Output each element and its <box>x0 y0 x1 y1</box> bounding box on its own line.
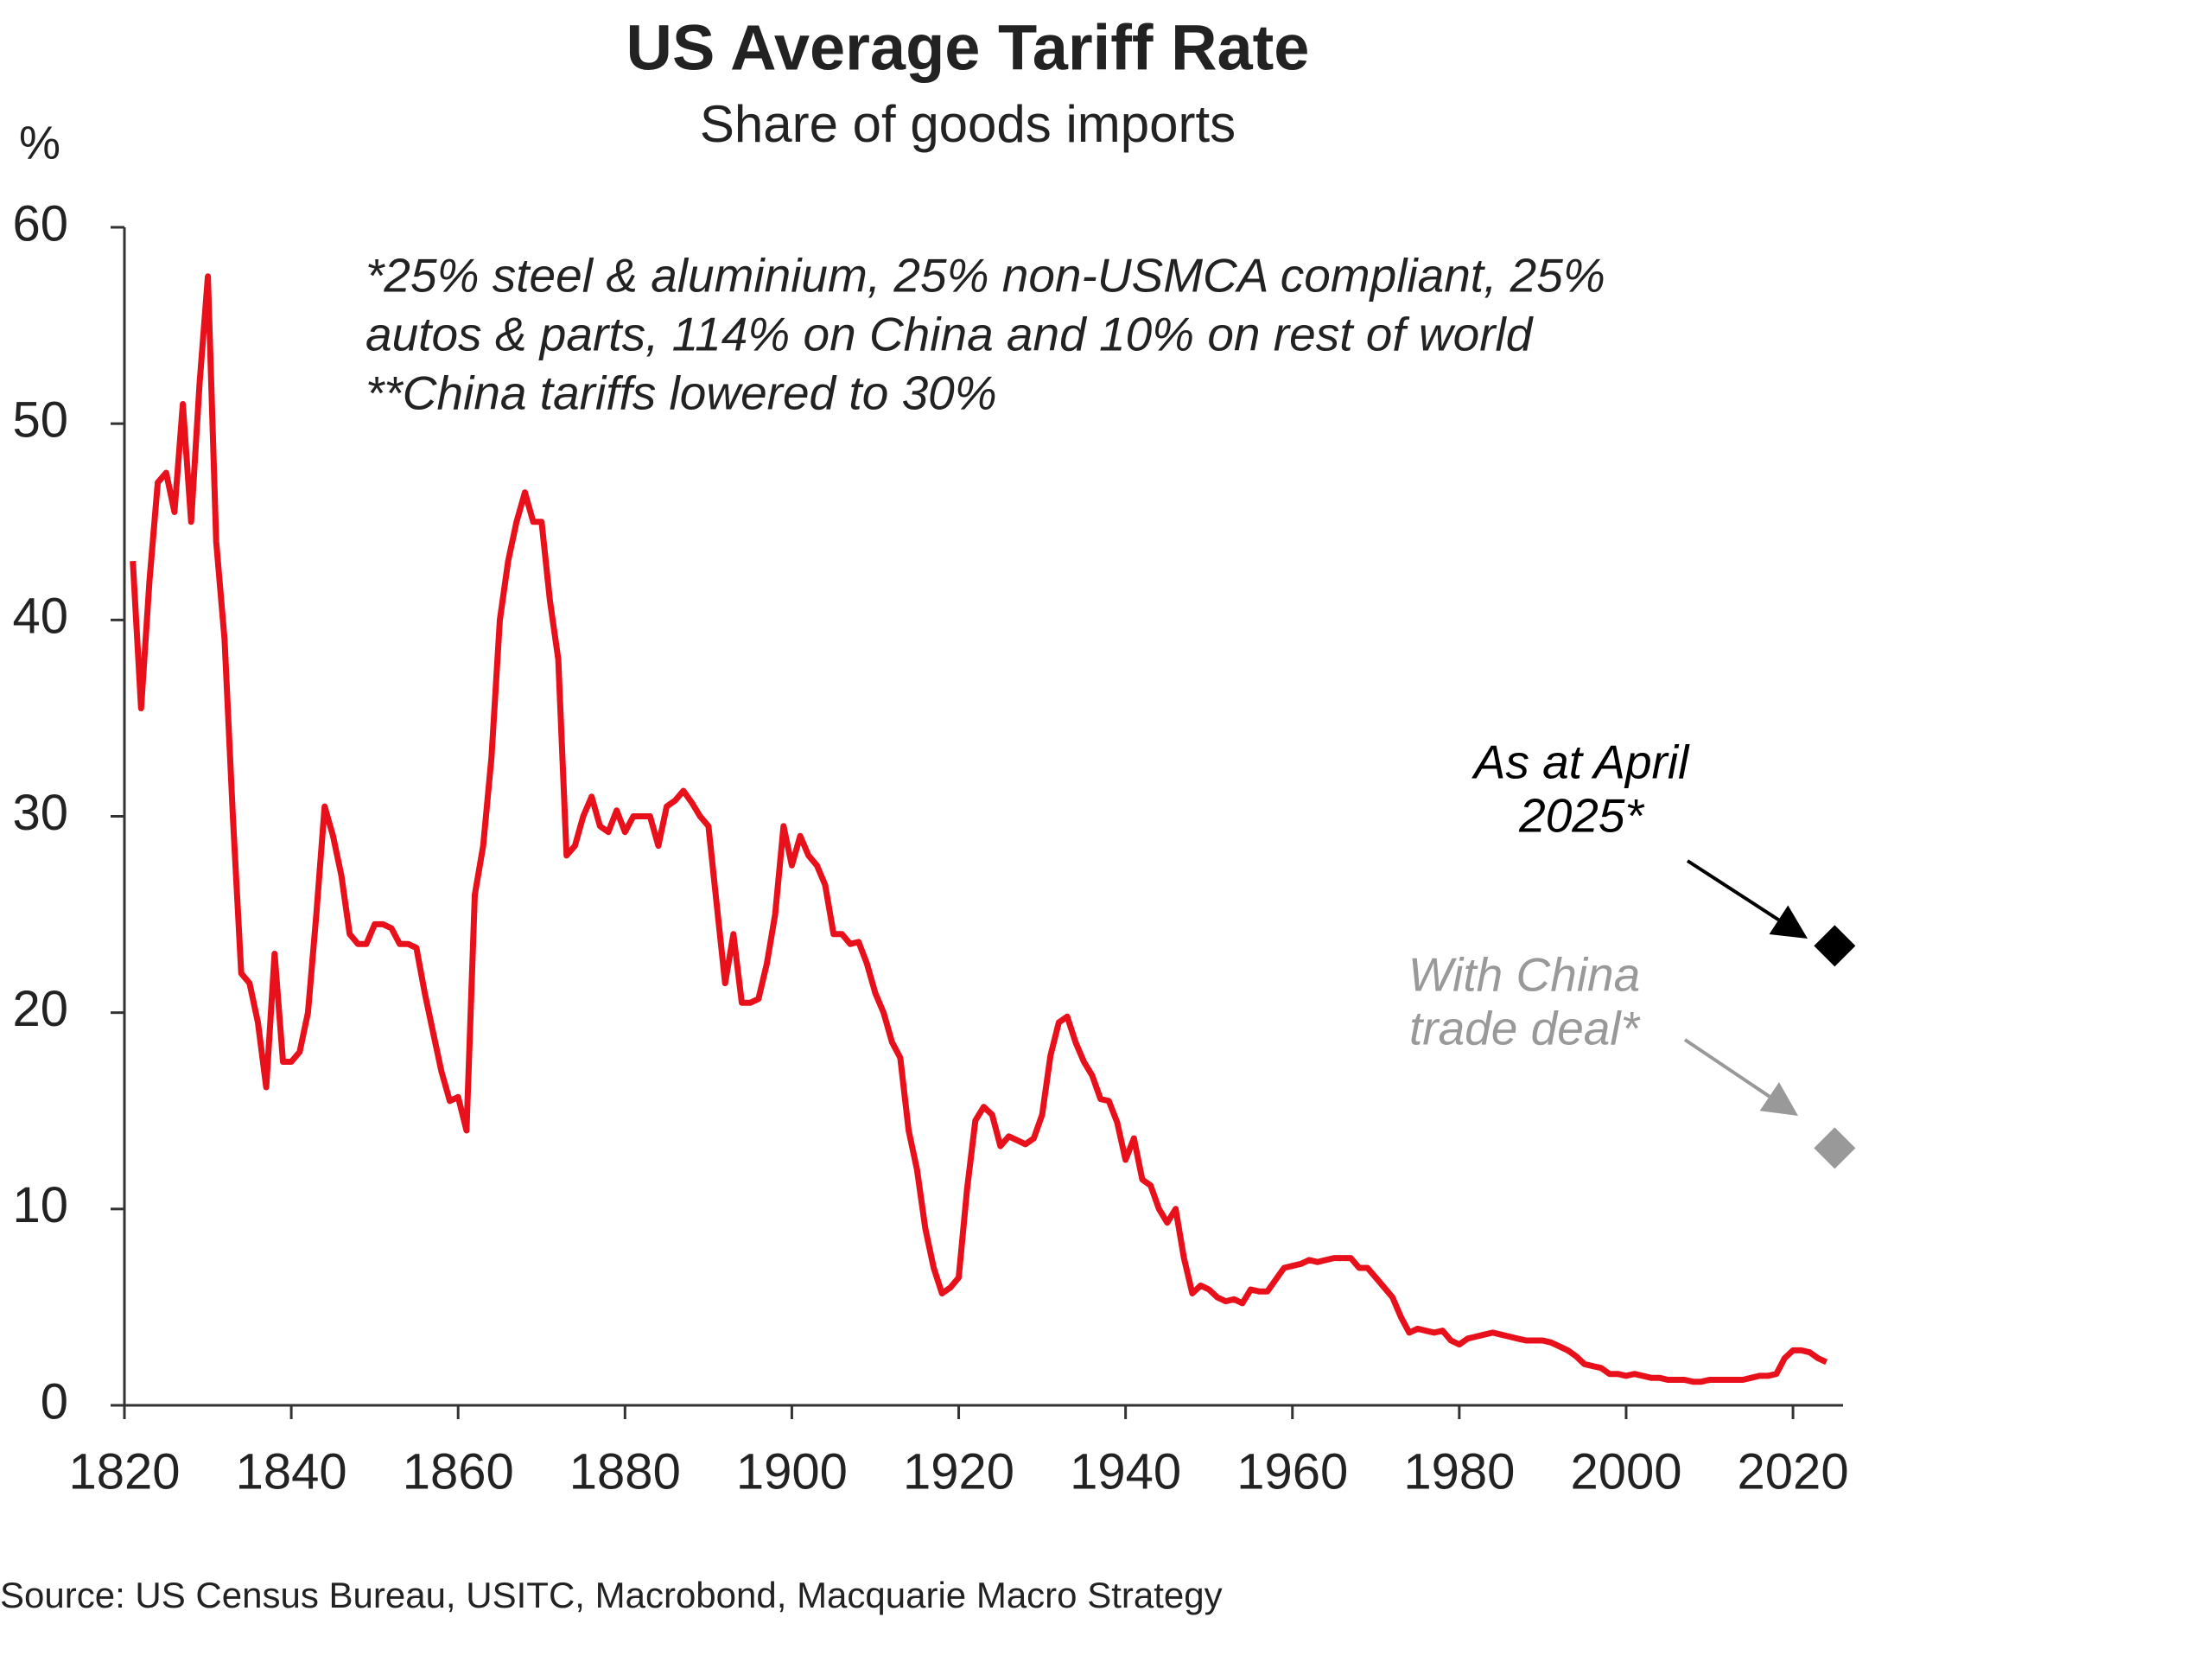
x-tick-label: 2000 <box>1570 1443 1681 1500</box>
marker-label: trade deal* <box>1409 1002 1641 1055</box>
arrow-line <box>1686 859 1780 921</box>
chart-title: US Average Tariff Rate <box>626 12 1310 84</box>
arrow-head <box>1769 905 1808 939</box>
x-tick-label: 1820 <box>68 1443 180 1500</box>
x-tick-label: 1900 <box>736 1443 848 1500</box>
x-tick-label: 1880 <box>569 1443 681 1500</box>
tariff-line <box>130 273 1828 1385</box>
x-tick-label: 1940 <box>1070 1443 1181 1500</box>
y-tick-label: 30 <box>12 785 68 841</box>
y-tick-label: 0 <box>41 1373 68 1430</box>
y-tick-label: 50 <box>12 392 68 448</box>
x-tick-label: 1980 <box>1403 1443 1515 1500</box>
y-tick-label: 20 <box>12 981 68 1037</box>
y-tick-label: 40 <box>12 589 68 645</box>
diamond-marker <box>1814 1127 1856 1169</box>
x-tick-label: 1960 <box>1236 1443 1348 1500</box>
y-tick-label: 60 <box>12 195 68 252</box>
diamond-marker <box>1814 925 1856 967</box>
x-tick-label: 1860 <box>403 1443 514 1500</box>
x-tick-label: 2020 <box>1738 1443 1849 1500</box>
annotation: autos & parts, 114% on China and 10% on … <box>365 308 1535 361</box>
chart-subtitle: Share of goods imports <box>700 95 1236 153</box>
y-axis-label: % <box>19 117 60 169</box>
marker-label: 2025* <box>1518 789 1644 843</box>
y-tick-label: 10 <box>12 1177 68 1233</box>
annotation: *25% steel & aluminium, 25% non-USMCA co… <box>365 249 1605 302</box>
annotation: **China tariffs lowered to 30% <box>365 366 997 420</box>
marker-label: With China <box>1408 948 1641 1002</box>
source: Source: US Census Bureau, USITC, Macrobo… <box>0 1575 1223 1615</box>
arrow-head <box>1759 1082 1798 1116</box>
x-tick-label: 1840 <box>236 1443 347 1500</box>
arrow-line <box>1683 1038 1770 1098</box>
marker-label: As at April <box>1471 735 1690 789</box>
x-tick-label: 1920 <box>903 1443 1014 1500</box>
